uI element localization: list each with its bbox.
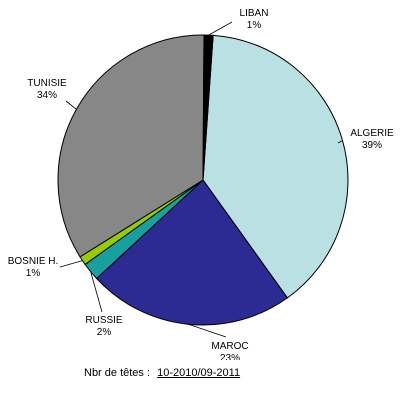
chart-footer: Nbr de têtes : 10-2010/09-2011 xyxy=(84,367,240,379)
footer-period: 10-2010/09-2011 xyxy=(157,367,241,379)
slice-label-name: LIBAN xyxy=(240,8,269,19)
leader-lines xyxy=(59,21,343,338)
slice-label-name: BOSNIE H. xyxy=(8,256,59,267)
leader-line xyxy=(188,323,227,338)
slice-label: MAROC 23% xyxy=(211,341,248,360)
slice-label: BOSNIE H. 1% xyxy=(8,256,59,279)
slice-label-name: MAROC xyxy=(211,341,248,352)
slice-label-percent: 2% xyxy=(97,327,112,338)
slice-label-name: TUNISIE xyxy=(27,78,67,89)
slice-labels: ALGERIE 39%MAROC 23%RUSSIE 2%BOSNIE H. 1%TUN… xyxy=(8,8,394,360)
slice-label-name: RUSSIE xyxy=(85,315,123,326)
leader-line xyxy=(90,271,103,313)
footer-label: Nbr de têtes : xyxy=(84,367,151,379)
slice-label-percent: 23% xyxy=(220,353,240,360)
slice-label-percent: 1% xyxy=(247,20,262,31)
slice-label: RUSSIE 2% xyxy=(85,315,123,338)
slice-label: LIBAN 1% xyxy=(240,8,269,31)
leader-line xyxy=(208,21,233,36)
pie-chart: ALGERIE 39%MAROC 23%RUSSIE 2%BOSNIE H. 1%TUN… xyxy=(8,8,394,360)
pie-slice-maroc xyxy=(95,179,289,326)
pie-slice-algerie xyxy=(202,34,349,299)
leader-line xyxy=(65,100,77,110)
slice-label-percent: 34% xyxy=(37,90,57,101)
leader-line xyxy=(337,140,343,144)
slice-label-percent: 39% xyxy=(362,140,382,151)
pie-slices xyxy=(57,34,349,326)
slice-label-percent: 1% xyxy=(26,268,41,279)
slice-label: TUNISIE 34% xyxy=(27,78,67,101)
slice-label: ALGERIE 39% xyxy=(350,128,394,151)
pie-slice-tunisie xyxy=(57,34,205,258)
slice-label-name: ALGERIE xyxy=(350,128,394,139)
leader-line xyxy=(59,260,83,268)
